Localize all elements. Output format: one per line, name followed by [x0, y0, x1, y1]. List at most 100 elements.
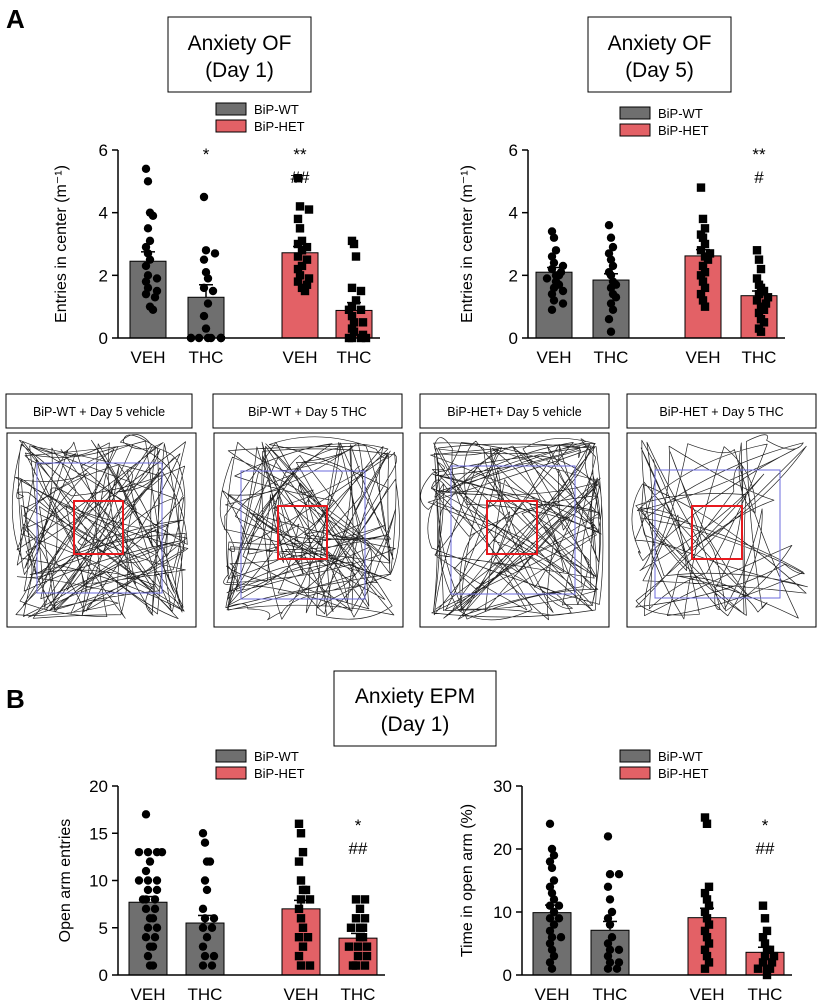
- title-line2: (Day 5): [625, 59, 694, 82]
- data-point: [752, 246, 762, 255]
- data-point: [207, 923, 217, 932]
- data-point: [605, 958, 615, 967]
- data-point: [702, 914, 712, 923]
- legend-swatch: [215, 119, 247, 133]
- data-point: [293, 239, 303, 249]
- data-point: [358, 923, 368, 932]
- data-point: [704, 920, 714, 929]
- data-point: [344, 942, 354, 951]
- data-point: [698, 296, 708, 305]
- data-point: [347, 283, 357, 293]
- data-point: [297, 246, 307, 255]
- data-point: [604, 221, 614, 230]
- data-point: [141, 904, 151, 914]
- data-point: [143, 847, 153, 857]
- data-point: [305, 961, 315, 970]
- data-point: [143, 876, 153, 885]
- data-point: [145, 857, 155, 866]
- data-point: [704, 958, 714, 967]
- category-label: VEH: [131, 985, 166, 1004]
- arena-periphery-border: [450, 465, 576, 595]
- data-point: [762, 926, 772, 936]
- data-point: [754, 255, 764, 264]
- data-point: [141, 164, 151, 173]
- chart-of_day5: BiP-WT BiP-HET VEH THC VEH THC ** #0 2 4 6 Entries …: [459, 106, 785, 367]
- data-point: [298, 923, 308, 932]
- data-point: [293, 252, 303, 261]
- data-point: [547, 933, 557, 942]
- significance-label: #: [754, 168, 764, 187]
- data-point: [143, 951, 153, 961]
- y-tick-label: 5: [99, 919, 108, 938]
- data-point: [547, 863, 557, 873]
- data-point: [304, 205, 314, 214]
- data-point: [349, 318, 359, 327]
- legend-label: BiP-WT: [254, 102, 299, 117]
- category-label: VEH: [537, 348, 572, 367]
- y-tick-label: 2: [509, 266, 518, 285]
- data-point: [360, 895, 370, 904]
- data-point: [148, 942, 158, 951]
- category-label: VEH: [686, 348, 721, 367]
- data-point: [758, 901, 768, 910]
- data-point: [608, 261, 618, 271]
- data-point: [608, 305, 618, 314]
- data-point: [760, 951, 770, 961]
- data-point: [760, 939, 770, 948]
- data-point: [198, 904, 208, 914]
- track-label-1: BiP-WT + Day 5 vehicle: [5, 393, 193, 429]
- data-point: [134, 847, 144, 857]
- data-point: [203, 299, 213, 308]
- y-tick-label: 0: [99, 966, 108, 985]
- category-label: VEH: [535, 985, 570, 1004]
- data-point: [145, 236, 155, 246]
- data-point: [358, 318, 368, 327]
- y-tick-label: 0: [99, 329, 108, 348]
- data-point: [547, 888, 557, 898]
- data-point: [295, 202, 305, 211]
- data-point: [360, 914, 370, 923]
- data-point: [199, 255, 209, 264]
- data-point: [705, 249, 715, 258]
- data-point: [753, 964, 763, 973]
- data-point: [554, 914, 564, 923]
- data-point: [611, 293, 621, 302]
- data-point: [614, 870, 624, 879]
- data-point: [152, 923, 162, 932]
- data-point: [351, 895, 361, 904]
- data-point: [549, 296, 559, 305]
- data-point: [704, 939, 714, 948]
- data-point: [298, 847, 308, 857]
- data-point: [545, 882, 555, 891]
- data-point: [758, 958, 768, 967]
- data-point: [607, 907, 617, 917]
- data-point: [769, 951, 779, 961]
- y-tick-label: 20: [89, 777, 108, 796]
- data-point: [199, 311, 209, 321]
- data-point: [545, 819, 555, 828]
- data-point: [604, 315, 614, 324]
- data-point: [756, 327, 766, 336]
- data-point: [349, 327, 359, 336]
- data-point: [763, 293, 773, 302]
- data-point: [305, 895, 315, 904]
- data-point: [547, 305, 557, 314]
- data-point: [293, 264, 303, 274]
- data-point: [353, 942, 363, 951]
- category-label: THC: [188, 985, 223, 1004]
- data-point: [296, 895, 306, 904]
- data-point: [152, 876, 162, 885]
- data-point: [141, 289, 151, 299]
- data-point: [294, 904, 304, 914]
- data-point: [152, 885, 162, 895]
- title-line1: Anxiety OF: [608, 32, 712, 55]
- data-point: [549, 233, 559, 242]
- significance-label: ##: [756, 839, 775, 858]
- data-point: [759, 318, 769, 327]
- data-point: [558, 286, 568, 296]
- data-point: [141, 810, 151, 819]
- data-point: [545, 958, 555, 967]
- category-label: THC: [742, 348, 777, 367]
- data-point: [612, 964, 622, 973]
- data-point: [700, 224, 710, 233]
